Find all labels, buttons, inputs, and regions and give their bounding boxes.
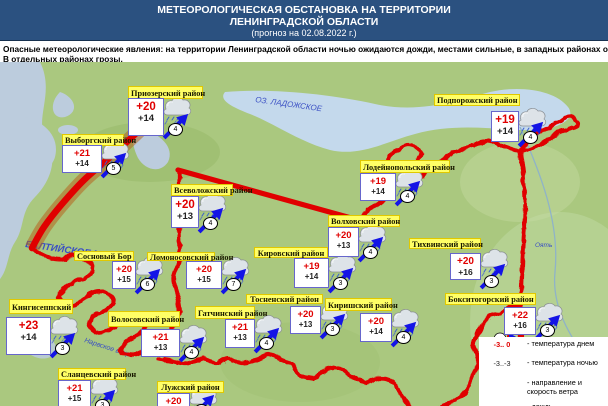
svg-text:Оять: Оять (535, 242, 553, 249)
